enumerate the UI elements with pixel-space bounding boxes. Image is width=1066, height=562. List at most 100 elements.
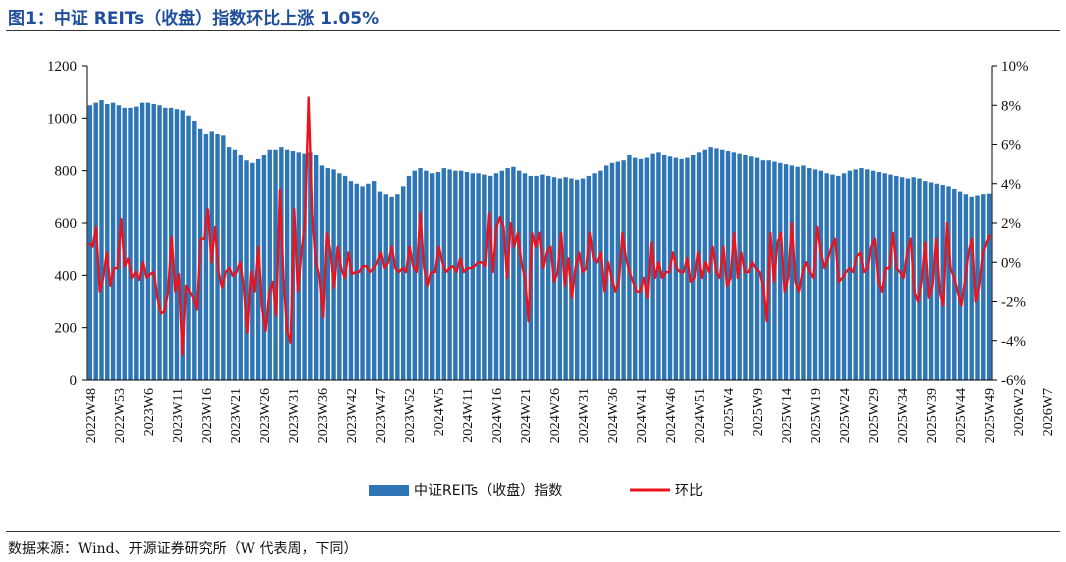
x-tick-label: 2024W5 (432, 388, 447, 436)
index-bar (406, 175, 412, 380)
index-bar (221, 135, 226, 380)
index-bar (952, 188, 957, 380)
index-bar (575, 179, 580, 380)
y-left-tick-label: 1000 (47, 111, 77, 127)
index-bar (279, 147, 284, 380)
index-bar (853, 169, 858, 380)
index-bar (894, 175, 899, 380)
index-bar (174, 109, 180, 381)
index-bar (157, 105, 162, 380)
y-left-tick-label: 200 (55, 321, 78, 337)
index-bar (122, 107, 127, 381)
index-bar (476, 173, 481, 380)
x-tick-label: 2023W11 (171, 388, 186, 443)
index-bar (418, 168, 423, 380)
index-bar (267, 149, 272, 380)
index-bar (783, 164, 789, 381)
x-tick-label: 2025W4 (722, 388, 737, 436)
x-tick-label: 2024W31 (577, 388, 592, 443)
x-tick-label: 2023W42 (345, 388, 360, 443)
index-bar (308, 152, 313, 380)
x-tick-label: 2025W39 (925, 388, 940, 443)
index-bar (366, 183, 371, 380)
index-bar (371, 181, 377, 380)
index-bar (859, 168, 864, 380)
x-tick-label: 2025W14 (780, 388, 795, 443)
index-bar (273, 149, 278, 380)
index-bar (499, 170, 504, 380)
x-tick-label: 2023W52 (403, 388, 418, 443)
index-bar (621, 160, 626, 380)
index-bar (534, 175, 539, 380)
index-bar (487, 175, 493, 380)
index-bar (163, 107, 168, 381)
index-bar (586, 175, 592, 380)
index-bar (325, 168, 330, 380)
index-bar (975, 195, 980, 380)
index-bar (192, 120, 197, 380)
index-bar (662, 154, 667, 380)
index-bar (360, 186, 365, 380)
index-bar (134, 106, 139, 380)
index-bar (714, 148, 719, 380)
source-note: 数据来源：Wind、开源证券研究所（W 代表周，下同） (8, 541, 358, 557)
index-bar (151, 103, 156, 380)
index-bar (946, 186, 951, 380)
index-bar (963, 194, 969, 380)
index-bar (981, 194, 986, 380)
x-tick-label: 2024W26 (548, 388, 563, 443)
index-bar (319, 165, 325, 380)
index-bar (685, 157, 690, 380)
index-bar (940, 185, 945, 380)
source-divider (6, 531, 1060, 532)
y-right-tick-label: -2% (1001, 295, 1026, 311)
legend-swatch-index (369, 485, 409, 496)
index-bar (609, 162, 615, 380)
index-bar (255, 158, 261, 380)
x-tick-label: 2026W7 (1041, 388, 1056, 436)
index-bar (638, 158, 644, 380)
index-bar (818, 170, 824, 380)
index-bar (789, 165, 795, 380)
legend: 中证REITs（收盘）指数 环比 (369, 482, 703, 499)
index-bar (203, 134, 209, 380)
index-bar (139, 102, 145, 380)
index-bar (743, 154, 748, 380)
index-bar (180, 110, 185, 380)
index-bar (447, 169, 452, 380)
x-tick-label: 2022W48 (84, 388, 99, 443)
index-bar (511, 166, 516, 380)
index-bar (458, 170, 464, 380)
axes (82, 65, 997, 381)
index-bar (302, 153, 307, 380)
index-bar (830, 174, 835, 380)
x-tick-label: 2024W51 (693, 388, 708, 443)
index-bar (435, 171, 441, 380)
x-tick-label: 2025W19 (809, 388, 824, 443)
index-bar (395, 194, 400, 380)
index-bar (470, 173, 475, 380)
index-bar (598, 170, 603, 380)
y-left-tick-label: 600 (55, 216, 78, 232)
index-bar (383, 194, 388, 380)
figure-title: 图1：中证 REITs（收盘）指数环比上涨 1.05% (8, 9, 380, 29)
x-tick-label: 2023W21 (229, 388, 244, 443)
index-bar (429, 173, 435, 380)
index-bar (795, 166, 800, 380)
index-bar (633, 157, 638, 380)
combo-chart: 0 200 400 600 800 1000 1200 -6% -4% -2% 0% 2% 4% 6% 8%… (47, 59, 1056, 499)
x-tick-label: 2023W31 (287, 388, 302, 443)
x-tick-label: 2024W11 (461, 388, 476, 443)
x-tick-label: 2022W53 (113, 388, 128, 443)
index-bar (957, 191, 963, 380)
index-bar (847, 170, 853, 380)
x-tick-label: 2025W34 (896, 388, 911, 443)
index-bar (691, 154, 696, 380)
index-bar (807, 168, 812, 380)
index-bar (482, 174, 487, 380)
x-tick-label: 2025W9 (751, 388, 766, 436)
index-bar (928, 182, 934, 380)
index-bar (865, 169, 870, 380)
index-bar (250, 162, 255, 380)
x-tick-label: 2023W16 (200, 388, 215, 443)
